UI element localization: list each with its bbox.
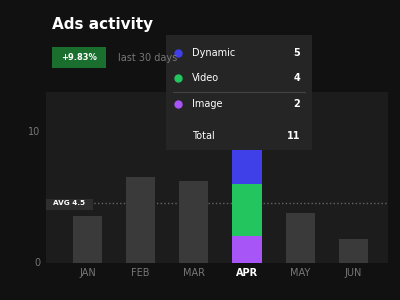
Text: Total: Total [192,131,215,141]
Bar [46,199,93,210]
Text: 2: 2 [294,99,300,109]
Bar [339,239,368,262]
Bar [232,184,262,236]
Text: Ads activity: Ads activity [52,16,153,32]
Bar [126,177,155,262]
Bar [232,118,262,184]
Bar [73,217,102,262]
Bar [179,181,208,262]
Text: 11: 11 [287,131,300,141]
Text: last 30 days: last 30 days [118,52,177,63]
Text: 5: 5 [294,48,300,58]
Text: Dynamic: Dynamic [192,48,236,58]
Text: +9.83%: +9.83% [61,53,97,62]
Text: Video: Video [192,74,220,83]
Text: Image: Image [192,99,223,109]
Text: 4: 4 [294,74,300,83]
Bar [286,212,315,262]
Text: AVG 4.5: AVG 4.5 [53,200,86,206]
Bar [232,236,262,262]
